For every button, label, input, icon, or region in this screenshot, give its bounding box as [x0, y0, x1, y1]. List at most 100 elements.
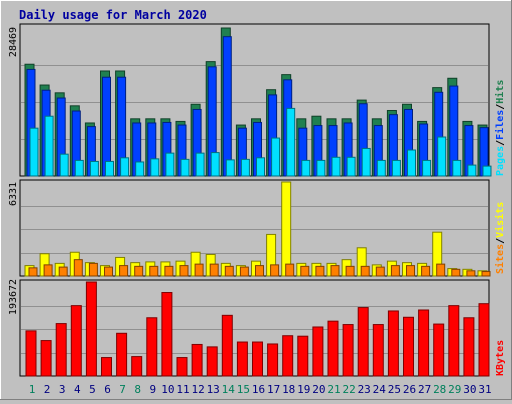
bar-pages-day-4: [74, 159, 84, 177]
bar-kbytes-day-21: [327, 320, 339, 377]
bar-pages-day-25: [391, 159, 401, 177]
bar-pages-day-3: [59, 153, 69, 177]
bar-sites-day-31: [481, 271, 491, 277]
bar-kbytes-day-6: [101, 357, 112, 377]
ymax-label-visits: 6331: [8, 182, 19, 206]
legend-sep-3: /: [495, 238, 506, 244]
bar-pages-day-28: [437, 136, 447, 177]
bar-kbytes-day-16: [252, 341, 263, 377]
bar-kbytes-day-20: [312, 326, 324, 377]
x-label-day-2: 2: [44, 383, 51, 396]
bar-pages-day-13: [210, 152, 220, 177]
bar-kbytes-day-8: [131, 356, 143, 377]
x-label-day-19: 19: [297, 383, 310, 396]
legend-sep-1: /: [495, 140, 506, 146]
x-label-day-31: 31: [478, 383, 491, 396]
bar-kbytes-day-25: [387, 310, 399, 377]
bar-pages-day-24: [376, 159, 386, 177]
x-label-day-25: 25: [388, 383, 401, 396]
bar-pages-day-16: [256, 157, 265, 177]
legend-sep-2: /: [495, 104, 506, 110]
bar-sites-day-13: [209, 263, 219, 277]
bar-kbytes-day-22: [342, 324, 354, 377]
bar-sites-day-10: [164, 265, 174, 277]
bar-kbytes-day-12: [191, 343, 203, 377]
bar-files-day-14: [222, 36, 232, 177]
x-label-day-3: 3: [59, 383, 66, 396]
x-label-day-10: 10: [161, 383, 174, 396]
bar-pages-day-21: [331, 156, 341, 177]
bar-sites-day-23: [360, 265, 370, 277]
bar-pages-day-7: [120, 157, 130, 177]
bar-pages-day-6: [105, 160, 114, 177]
panel-sites-visits: [19, 179, 490, 277]
legend-hits: Hits: [494, 80, 506, 104]
bar-kbytes-day-17: [267, 343, 279, 377]
bar-pages-day-8: [135, 161, 145, 177]
bar-sites-day-4: [73, 259, 83, 277]
bar-pages-day-27: [422, 159, 432, 177]
bar-pages-day-9: [150, 158, 160, 177]
bar-sites-day-16: [255, 265, 264, 277]
bar-sites-day-5: [88, 262, 98, 277]
bar-pages-day-10: [165, 152, 175, 177]
legend-hits-files-pages: Pages/Files/Hits: [494, 80, 506, 176]
x-label-day-15: 15: [237, 383, 250, 396]
x-label-day-7: 7: [119, 383, 126, 396]
legend-sites-visits: Sites/Visits: [494, 202, 506, 274]
x-label-day-18: 18: [282, 383, 295, 396]
x-label-day-11: 11: [176, 383, 189, 396]
x-label-day-14: 14: [222, 383, 236, 396]
bar-pages-day-5: [89, 160, 99, 177]
bar-pages-day-20: [316, 159, 326, 177]
x-label-day-4: 4: [74, 383, 81, 396]
bar-sites-day-15: [239, 266, 249, 277]
bar-kbytes-day-30: [463, 317, 475, 377]
bar-pages-day-15: [240, 158, 250, 177]
ymax-label-hits: 28469: [8, 27, 19, 57]
bar-sites-day-18: [285, 263, 295, 277]
bars-layer: [24, 27, 492, 377]
bar-pages-day-12: [195, 152, 205, 177]
x-label-day-5: 5: [89, 383, 96, 396]
bar-pages-day-11: [180, 158, 190, 177]
bar-pages-day-14: [225, 159, 235, 177]
x-label-day-27: 27: [418, 383, 431, 396]
legend-visits: Visits: [494, 202, 506, 238]
x-label-day-22: 22: [342, 383, 355, 396]
bar-pages-day-1: [29, 127, 39, 177]
bar-sites-day-20: [315, 265, 325, 277]
x-label-day-20: 20: [312, 383, 325, 396]
bar-sites-day-1: [28, 267, 38, 277]
bar-sites-day-12: [194, 263, 204, 277]
bar-kbytes-day-18: [282, 335, 294, 377]
bar-kbytes-day-24: [372, 324, 384, 377]
bar-sites-day-30: [466, 270, 476, 277]
bar-kbytes-day-9: [146, 317, 158, 377]
bar-kbytes-day-7: [116, 332, 128, 377]
bar-sites-day-11: [179, 265, 189, 277]
bar-kbytes-day-27: [418, 309, 430, 377]
bar-pages-day-30: [467, 164, 477, 177]
bar-sites-day-7: [119, 265, 129, 277]
bar-sites-day-22: [345, 265, 355, 277]
bar-visits-day-18: [281, 181, 292, 277]
svg-text:Pages/Files/Hits: Pages/Files/Hits: [494, 80, 506, 176]
legend-files: Files: [494, 110, 506, 140]
bar-sites-day-26: [406, 265, 415, 277]
legend-kbytes-group: KBytes: [495, 340, 506, 376]
bar-sites-day-21: [330, 265, 340, 277]
bar-pages-day-19: [301, 159, 311, 177]
x-label-day-21: 21: [327, 383, 340, 396]
bar-pages-day-29: [452, 159, 462, 177]
legend-pages: Pages: [495, 146, 506, 176]
chart-title: Daily usage for March 2020: [19, 8, 207, 22]
bar-pages-day-23: [361, 147, 371, 177]
bar-kbytes-day-13: [206, 346, 218, 377]
bar-sites-day-6: [104, 266, 113, 277]
bar-sites-day-27: [421, 265, 431, 277]
bar-kbytes-day-11: [176, 357, 188, 377]
legend-sites: Sites: [494, 244, 506, 274]
bar-kbytes-day-28: [433, 323, 445, 377]
